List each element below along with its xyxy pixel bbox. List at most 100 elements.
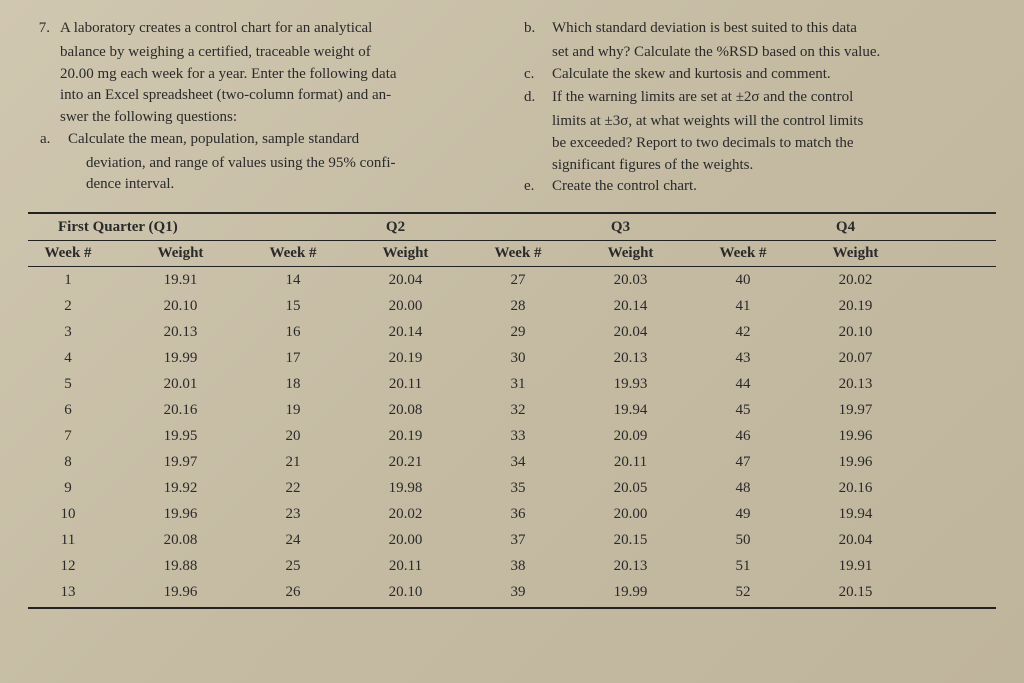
cell-week: 42 <box>703 319 783 345</box>
cell-weight: 19.97 <box>108 449 253 475</box>
cell-weight: 20.04 <box>783 527 928 553</box>
cell-week: 31 <box>478 371 558 397</box>
col-header: Week # <box>253 241 333 266</box>
cell-week: 7 <box>28 423 108 449</box>
cell-weight: 20.14 <box>558 293 703 319</box>
cell-weight: 20.11 <box>333 553 478 579</box>
table-row: 1120.082420.003720.155020.04 <box>28 527 996 553</box>
part-label: d. <box>524 87 542 109</box>
part-label: c. <box>524 64 542 86</box>
col-header: Week # <box>703 241 783 266</box>
cell-weight: 20.01 <box>108 371 253 397</box>
question-right-column: b. Which standard deviation is best suit… <box>524 18 996 200</box>
cell-weight: 20.13 <box>783 371 928 397</box>
cell-weight: 19.91 <box>783 553 928 579</box>
table-body: 119.911420.042720.034020.02220.101520.00… <box>28 267 996 605</box>
cell-week: 30 <box>478 345 558 371</box>
cell-week: 17 <box>253 345 333 371</box>
quarter-header: Q3 <box>508 214 733 240</box>
table-row: 220.101520.002820.144120.19 <box>28 293 996 319</box>
cell-week: 52 <box>703 579 783 605</box>
table-row: 819.972120.213420.114719.96 <box>28 449 996 475</box>
cell-weight: 20.16 <box>108 397 253 423</box>
cell-week: 35 <box>478 475 558 501</box>
cell-weight: 20.13 <box>558 345 703 371</box>
question-left-column: 7. A laboratory creates a control chart … <box>28 18 500 200</box>
table-row: 919.922219.983520.054820.16 <box>28 475 996 501</box>
cell-weight: 20.02 <box>783 267 928 293</box>
cell-weight: 20.10 <box>108 293 253 319</box>
cell-weight: 19.98 <box>333 475 478 501</box>
cell-week: 50 <box>703 527 783 553</box>
cell-weight: 20.07 <box>783 345 928 371</box>
col-header: Weight <box>783 241 928 266</box>
cell-weight: 20.00 <box>333 527 478 553</box>
cell-week: 2 <box>28 293 108 319</box>
cell-week: 22 <box>253 475 333 501</box>
intro-line: 20.00 mg each week for a year. Enter the… <box>28 64 500 86</box>
cell-weight: 20.11 <box>558 449 703 475</box>
part-line: deviation, and range of values using the… <box>28 153 500 175</box>
cell-weight: 19.94 <box>558 397 703 423</box>
table-row: 1019.962320.023620.004919.94 <box>28 501 996 527</box>
part-line: dence interval. <box>28 174 500 196</box>
cell-weight: 20.08 <box>108 527 253 553</box>
col-header: Week # <box>28 241 108 266</box>
data-table: First Quarter (Q1) Q2 Q3 Q4 Week # Weigh… <box>28 212 996 609</box>
cell-weight: 19.96 <box>783 449 928 475</box>
cell-weight: 20.13 <box>558 553 703 579</box>
table-bottom-rule <box>28 607 996 609</box>
cell-weight: 20.13 <box>108 319 253 345</box>
part-line: If the warning limits are set at ±2σ and… <box>552 87 996 109</box>
cell-week: 39 <box>478 579 558 605</box>
cell-week: 18 <box>253 371 333 397</box>
cell-week: 33 <box>478 423 558 449</box>
col-header: Week # <box>478 241 558 266</box>
cell-weight: 20.15 <box>783 579 928 605</box>
cell-weight: 20.10 <box>783 319 928 345</box>
cell-weight: 20.00 <box>558 501 703 527</box>
cell-week: 11 <box>28 527 108 553</box>
col-header: Weight <box>333 241 478 266</box>
question-number: 7. <box>28 18 50 40</box>
cell-weight: 20.00 <box>333 293 478 319</box>
cell-week: 45 <box>703 397 783 423</box>
cell-week: 29 <box>478 319 558 345</box>
col-header: Weight <box>108 241 253 266</box>
cell-week: 4 <box>28 345 108 371</box>
table-row: 1219.882520.113820.135119.91 <box>28 553 996 579</box>
intro-line: balance by weighing a certified, traceab… <box>28 42 500 64</box>
cell-weight: 19.94 <box>783 501 928 527</box>
cell-weight: 19.96 <box>108 501 253 527</box>
cell-weight: 20.04 <box>558 319 703 345</box>
cell-week: 1 <box>28 267 108 293</box>
cell-week: 10 <box>28 501 108 527</box>
part-label: b. <box>524 18 542 40</box>
cell-weight: 20.08 <box>333 397 478 423</box>
cell-weight: 20.19 <box>783 293 928 319</box>
cell-weight: 19.92 <box>108 475 253 501</box>
sub-header-row: Week # Weight Week # Weight Week # Weigh… <box>28 241 996 267</box>
cell-weight: 19.97 <box>783 397 928 423</box>
cell-week: 51 <box>703 553 783 579</box>
cell-week: 47 <box>703 449 783 475</box>
cell-weight: 20.02 <box>333 501 478 527</box>
part-line: Calculate the mean, population, sample s… <box>68 129 500 151</box>
part-line: Which standard deviation is best suited … <box>552 18 996 40</box>
cell-weight: 20.05 <box>558 475 703 501</box>
cell-weight: 19.95 <box>108 423 253 449</box>
col-header: Weight <box>558 241 703 266</box>
cell-week: 16 <box>253 319 333 345</box>
cell-weight: 19.91 <box>108 267 253 293</box>
cell-weight: 19.88 <box>108 553 253 579</box>
cell-week: 5 <box>28 371 108 397</box>
textbook-page: 7. A laboratory creates a control chart … <box>0 0 1024 683</box>
quarter-header: Q4 <box>733 214 958 240</box>
intro-line: A laboratory creates a control chart for… <box>60 18 500 40</box>
cell-week: 49 <box>703 501 783 527</box>
cell-weight: 19.93 <box>558 371 703 397</box>
part-line: significant figures of the weights. <box>524 155 996 177</box>
cell-week: 12 <box>28 553 108 579</box>
cell-week: 37 <box>478 527 558 553</box>
cell-week: 40 <box>703 267 783 293</box>
